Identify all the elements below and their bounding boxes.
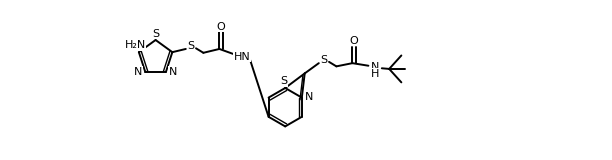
Text: S: S: [280, 76, 287, 86]
Text: N: N: [305, 92, 314, 102]
Text: O: O: [217, 22, 225, 32]
Text: N: N: [371, 62, 379, 72]
Text: N: N: [169, 67, 177, 77]
Text: N: N: [134, 67, 143, 77]
Text: S: S: [320, 55, 327, 65]
Text: S: S: [187, 41, 195, 51]
Text: O: O: [349, 36, 359, 46]
Text: S: S: [152, 29, 160, 39]
Text: HN: HN: [234, 52, 251, 62]
Text: H: H: [371, 69, 379, 79]
Text: H₂N: H₂N: [124, 40, 146, 50]
